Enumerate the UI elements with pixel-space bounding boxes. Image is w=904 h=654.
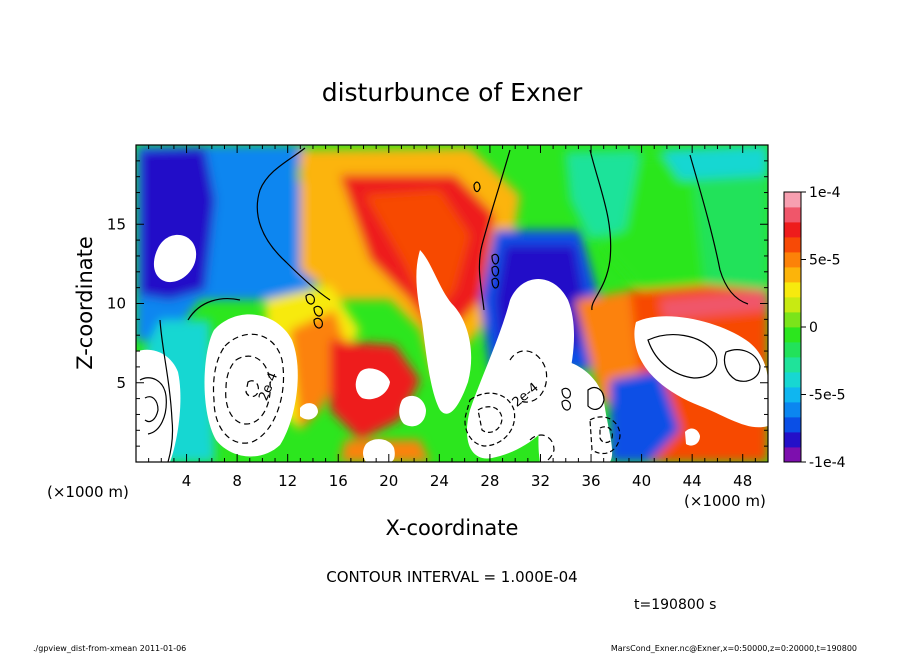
contour-lines	[139, 147, 761, 462]
x-tick-label: 4	[182, 472, 192, 490]
y-axis-ticks: 5 10 15	[107, 160, 768, 447]
colorbar-swatch	[784, 222, 801, 238]
colorbar-tick-label: 0	[809, 320, 818, 336]
colorbar-swatch	[784, 432, 801, 448]
x-tick-label: 20	[379, 472, 398, 490]
colorbar-swatch	[784, 447, 801, 463]
colorbar-swatch	[784, 312, 801, 328]
x-axis-ticks: 4 8 12 16 20 24 28 32 36 40 44 48	[148, 145, 756, 490]
y-axis-label: Z-coordinate	[73, 236, 97, 370]
contour-interval-note: CONTOUR INTERVAL = 1.000E-04	[326, 568, 577, 586]
colorbar-swatch	[784, 282, 801, 298]
x-tick-label: 16	[329, 472, 348, 490]
y-tick-label: 5	[116, 374, 126, 392]
x-tick-label: 44	[683, 472, 702, 490]
footer-right: MarsCond_Exner.nc@Exner,x=0:50000,z=0:20…	[611, 644, 857, 653]
chart-title: disturbunce of Exner	[322, 78, 583, 107]
y-tick-label: 15	[107, 215, 126, 233]
colorbar-swatch	[784, 252, 801, 268]
heatmap-field	[136, 145, 768, 462]
x-unit-left: (×1000 m)	[47, 483, 129, 501]
x-unit-right: (×1000 m)	[684, 492, 766, 510]
colorbar-swatch	[784, 192, 801, 208]
y-tick-label: 10	[107, 295, 126, 313]
x-tick-label: 36	[581, 472, 600, 490]
colorbar-swatch	[784, 207, 801, 223]
colorbar-tick-label: 5e-5	[809, 253, 840, 269]
colorbar-swatch	[784, 342, 801, 358]
colorbar-tick-label: -1e-4	[809, 455, 846, 471]
x-tick-label: 40	[632, 472, 651, 490]
x-tick-label: 24	[430, 472, 449, 490]
footer-left: ./gpview_dist-from-xmean 2011-01-06	[33, 644, 186, 653]
colorbar-swatch	[784, 417, 801, 433]
colorbar-swatch	[784, 372, 801, 388]
colorbar-swatch	[784, 267, 801, 283]
colorbar-swatch	[784, 237, 801, 253]
x-tick-label: 32	[531, 472, 550, 490]
time-annotation: t=190800 s	[634, 597, 716, 613]
colorbar-tick-label: 1e-4	[809, 185, 841, 201]
colorbar-swatch	[784, 327, 801, 343]
colorbar-tick-label: -5e-5	[809, 388, 846, 404]
colorbar-ticks: 1e-4 5e-5 0 -5e-5 -1e-4	[801, 185, 846, 471]
x-tick-label: 28	[480, 472, 499, 490]
x-tick-label: 12	[278, 472, 297, 490]
colorbar-swatch	[784, 297, 801, 313]
colorbar-swatch	[784, 387, 801, 403]
colorbar-swatch	[784, 402, 801, 418]
x-axis-label: X-coordinate	[386, 516, 519, 540]
colorbar	[784, 192, 801, 463]
x-tick-label: 48	[733, 472, 752, 490]
colorbar-swatch	[784, 357, 801, 373]
x-tick-label: 8	[232, 472, 242, 490]
